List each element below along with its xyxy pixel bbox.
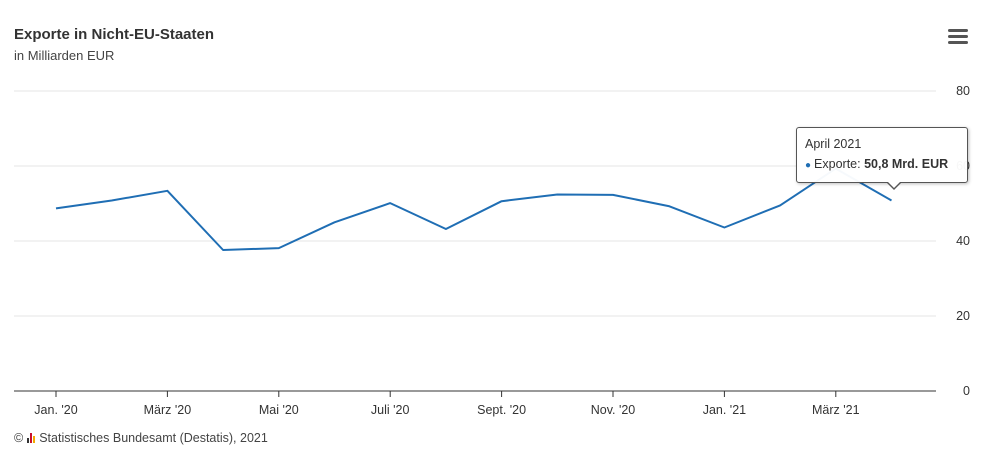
y-tick-label: 80	[956, 84, 970, 98]
x-tick-label: Juli '20	[371, 403, 410, 417]
data-point[interactable]	[106, 195, 118, 207]
series-line[interactable]	[55, 167, 892, 251]
tooltip-value: 50,8 Mrd. EUR	[864, 157, 949, 171]
credits-text: Statistisches Bundesamt (Destatis), 2021	[39, 431, 268, 445]
series-exporte[interactable]	[50, 163, 898, 256]
x-tick-label: Jan. '21	[703, 403, 746, 417]
y-tick-label: 20	[956, 309, 970, 323]
copyright-symbol: ©	[14, 431, 24, 445]
y-tick-label: 0	[963, 384, 970, 398]
tooltip-arrow-inner	[887, 181, 901, 188]
data-point[interactable]	[551, 189, 563, 201]
chart-subtitle: in Milliarden EUR	[14, 48, 115, 63]
data-point[interactable]	[607, 189, 619, 201]
series-dot-icon: ●	[805, 160, 812, 171]
tooltip-row: ● Exporte: 50,8 Mrd. EUR	[805, 157, 959, 171]
x-tick-label: Sept. '20	[477, 403, 526, 417]
data-point[interactable]	[440, 223, 452, 235]
x-tick-label: Mai '20	[259, 403, 299, 417]
x-tick-label: März '20	[144, 403, 192, 417]
chart-title: Exporte in Nicht-EU-Staaten	[14, 26, 215, 43]
destatis-logo-icon	[27, 433, 36, 443]
x-tick-label: Jan. '20	[34, 403, 77, 417]
tooltip: April 2021 ● Exporte: 50,8 Mrd. EUR	[796, 127, 968, 183]
y-tick-label: 40	[956, 234, 970, 248]
data-point[interactable]	[886, 195, 898, 207]
data-point[interactable]	[50, 202, 62, 214]
data-point[interactable]	[384, 197, 396, 209]
x-axis: Jan. '20 März '20 Mai '20 Juli '20 Sept. '20…	[14, 390, 936, 417]
data-point[interactable]	[273, 242, 285, 254]
credits[interactable]: © Statistisches Bundesamt (Destatis), 20…	[14, 431, 268, 445]
x-tick-label: Nov. '20	[591, 403, 636, 417]
grid-lines	[14, 90, 936, 317]
data-point[interactable]	[161, 185, 173, 197]
data-point[interactable]	[217, 244, 229, 256]
tooltip-series-label: Exporte:	[814, 157, 865, 171]
data-point[interactable]	[496, 195, 508, 207]
data-point[interactable]	[718, 222, 730, 234]
hamburger-menu-icon[interactable]	[946, 27, 970, 47]
data-point[interactable]	[774, 199, 786, 211]
tooltip-header: April 2021	[805, 137, 862, 151]
data-point[interactable]	[329, 216, 341, 228]
data-point[interactable]	[663, 200, 675, 212]
x-tick-label: März '21	[812, 403, 860, 417]
